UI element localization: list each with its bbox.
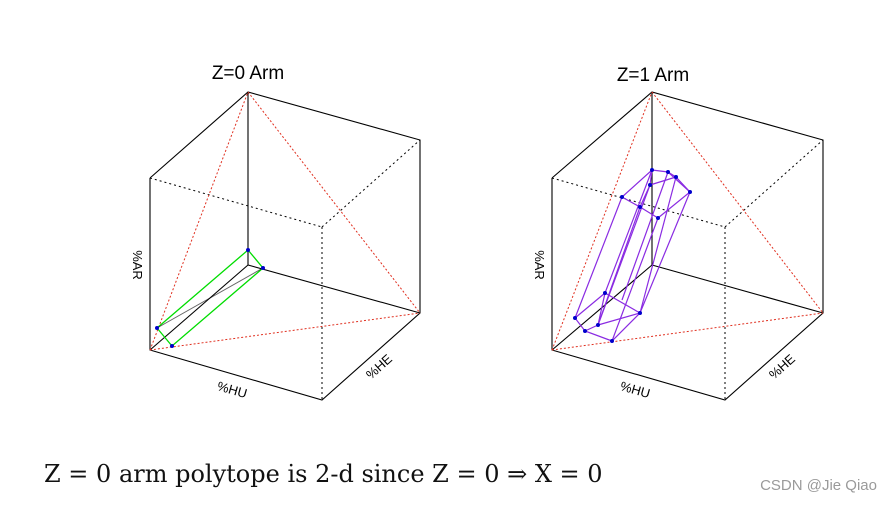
polytope-z0: [155, 248, 265, 348]
watermark: CSDN @Jie Qiao: [760, 477, 877, 494]
axis-he-z1: %HE: [766, 351, 798, 382]
simplex-z0: [149, 91, 421, 351]
panel-z1: Z=1 Arm: [532, 65, 824, 401]
simplex-z1: [551, 91, 824, 351]
cube-z1: [551, 91, 824, 401]
panel-z0: Z=0 Arm %AR %HU %HE: [130, 63, 421, 401]
axis-ar-z1: %AR: [532, 250, 547, 280]
caption: Z = 0 arm polytope is 2-d since Z = 0 ⇒ …: [44, 460, 603, 488]
axis-he-z0: %HE: [363, 351, 395, 382]
axis-hu-z1: %HU: [619, 378, 652, 401]
polytope-z1-vertices: [573, 168, 692, 343]
panel-z1-title: Z=1 Arm: [617, 65, 689, 86]
axis-ar-z0: %AR: [130, 250, 145, 280]
cube-z0: [149, 91, 421, 401]
panel-z0-title: Z=0 Arm: [212, 63, 284, 84]
axis-hu-z0: %HU: [216, 378, 249, 401]
